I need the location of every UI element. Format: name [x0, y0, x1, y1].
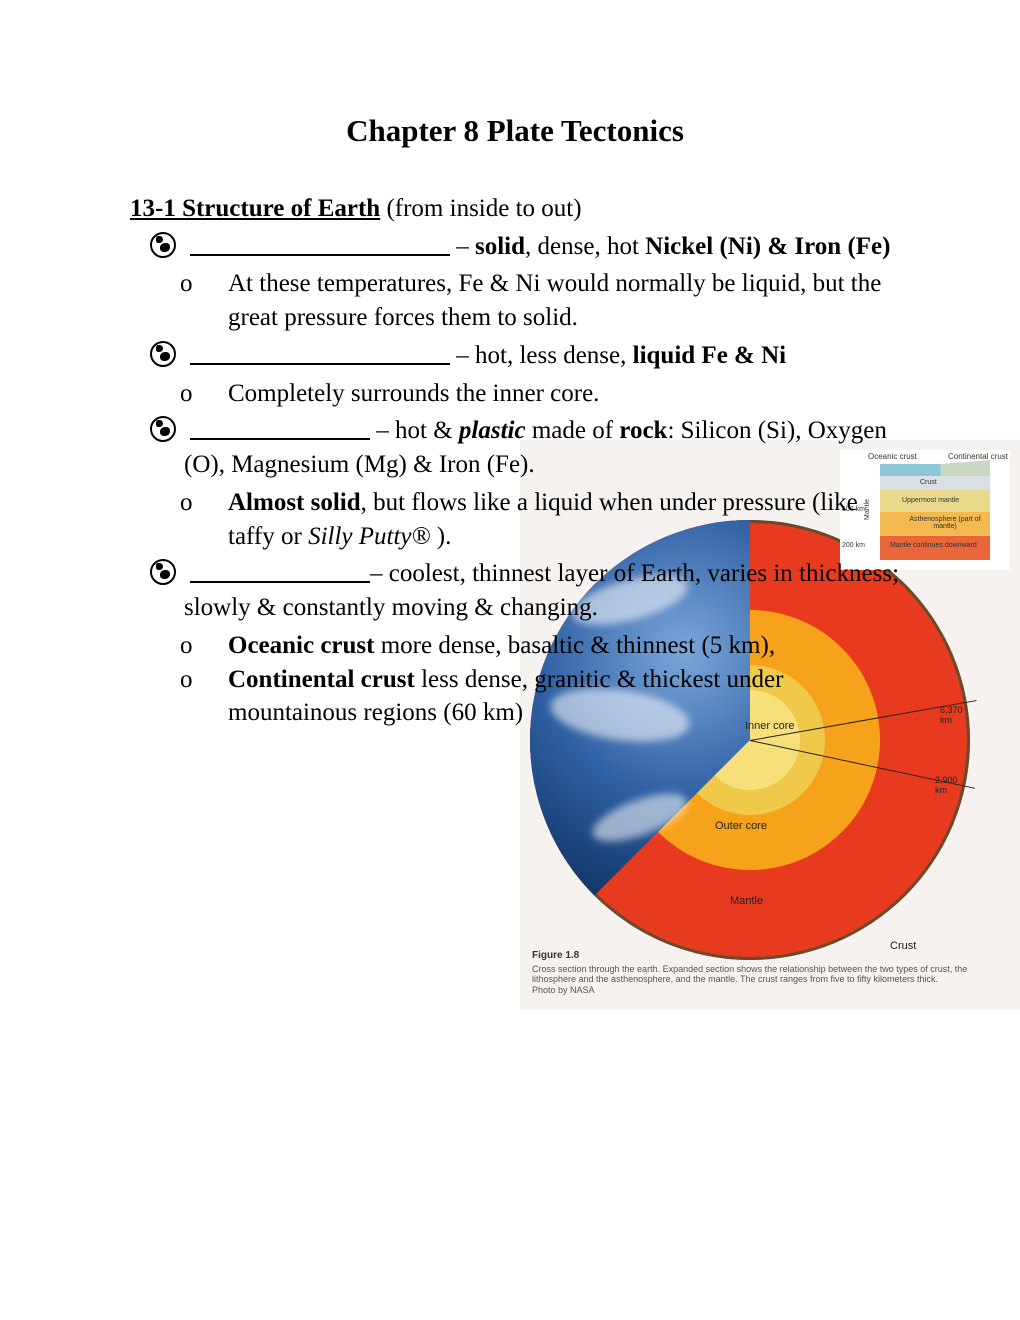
blank-line: [190, 363, 450, 365]
item-inner-core: – solid, dense, hot Nickel (Ni) & Iron (…: [150, 230, 900, 264]
label-outer: Outer core: [715, 820, 767, 832]
caption-credit: Photo by NASA: [532, 985, 595, 995]
blank-line: [190, 581, 370, 583]
caption-text: Cross section through the earth. Expande…: [532, 964, 967, 985]
globe-icon: [150, 341, 176, 367]
figure-caption: Figure 1.8 Cross section through the ear…: [532, 950, 1010, 996]
sub-oceanic: oOceanic crust more dense, basaltic & th…: [204, 629, 900, 663]
sub-mantle: oAlmost solid, but flows like a liquid w…: [204, 486, 900, 554]
label-crust: Crust: [890, 940, 916, 952]
blank-line: [190, 438, 370, 440]
item-outer-core: – hot, less dense, liquid Fe & Ni: [150, 339, 900, 373]
label-mantle: Mantle: [730, 895, 763, 907]
blank-line: [190, 254, 450, 256]
globe-icon: [150, 232, 176, 258]
globe-icon: [150, 559, 176, 585]
item-mantle: – hot & plastic made of rock: Silicon (S…: [150, 414, 900, 482]
chapter-title: Chapter 8 Plate Tectonics: [130, 110, 900, 152]
section-heading: 13-1 Structure of Earth: [130, 195, 380, 222]
globe-icon: [150, 416, 176, 442]
sub-outer-core: oCompletely surrounds the inner core.: [204, 377, 900, 411]
item-crust: – coolest, thinnest layer of Earth, vari…: [150, 557, 900, 625]
radius-line: [750, 740, 975, 789]
document-page: Chapter 8 Plate Tectonics 13-1 Structure…: [0, 0, 1020, 730]
cloud: [587, 784, 693, 851]
section-line: 13-1 Structure of Earth (from inside to …: [130, 192, 900, 226]
label-r2: 2,900 km: [935, 775, 970, 795]
figure-number: Figure 1.8: [532, 950, 1010, 962]
sub-continental: oContinental crust less dense, granitic …: [204, 663, 900, 731]
sub-inner-core: oAt these temperatures, Fe & Ni would no…: [204, 267, 900, 335]
section-paren: (from inside to out): [380, 195, 581, 222]
